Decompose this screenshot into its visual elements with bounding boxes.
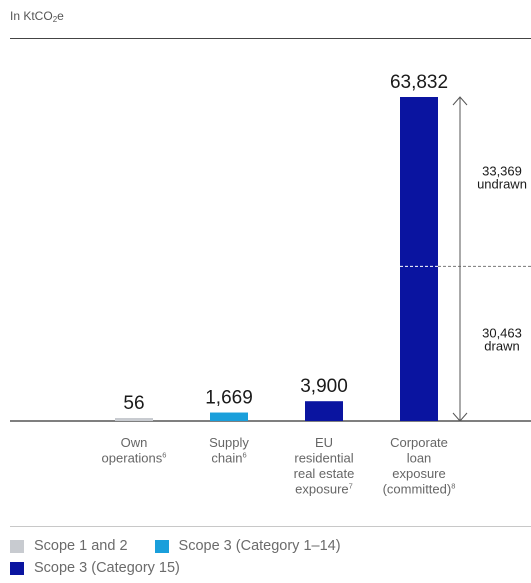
category-label-2: Supply chain6 [209,435,249,466]
category-label-4: Corporate loan exposure (committed)8 [383,435,456,497]
legend-swatch [10,539,24,553]
bar-4 [400,97,438,421]
dimension-arrow-head-bottom [452,412,468,422]
value-label-2: 1,669 [205,388,253,409]
value-label-3: 3,900 [300,376,348,397]
value-label-4: 63,832 [390,72,448,93]
dimension-arrow-head-top [452,96,468,106]
category-label-1: Own operations6 [102,435,167,466]
category-label-3: EU residential real estate exposure7 [294,435,355,497]
top-rule [10,38,531,39]
legend-item-2: Scope 3 (Category 1–14) [154,538,341,554]
unit-label: In KtCO2e [10,9,64,24]
value-label-1: 56 [123,393,144,414]
legend-row: Scope 1 and 2 Scope 3 (Category 1–14) [10,538,368,554]
bar-2 [210,412,248,421]
legend-item-1: Scope 1 and 2 [10,538,128,554]
legend-label: Scope 1 and 2 [34,538,128,554]
legend-item-3: Scope 3 (Category 15) [10,560,180,576]
breakdown-label-2: 33,369 undrawn [477,164,527,192]
legend-label: Scope 3 (Category 1–14) [178,538,341,554]
legend-label: Scope 3 (Category 15) [34,560,180,576]
financed-emissions-bar-chart: 56 Own operations6 1,669 Supply chain6 3,900 EU… [10,72,531,497]
breakdown-label-1: 30,463 drawn [482,326,522,354]
legend-swatch [154,539,169,553]
bar-3 [305,401,343,421]
legend-swatch [10,561,24,575]
bottom-rule [10,526,531,527]
legend-row: Scope 3 (Category 15) [10,560,207,576]
bar-1 [115,418,153,421]
